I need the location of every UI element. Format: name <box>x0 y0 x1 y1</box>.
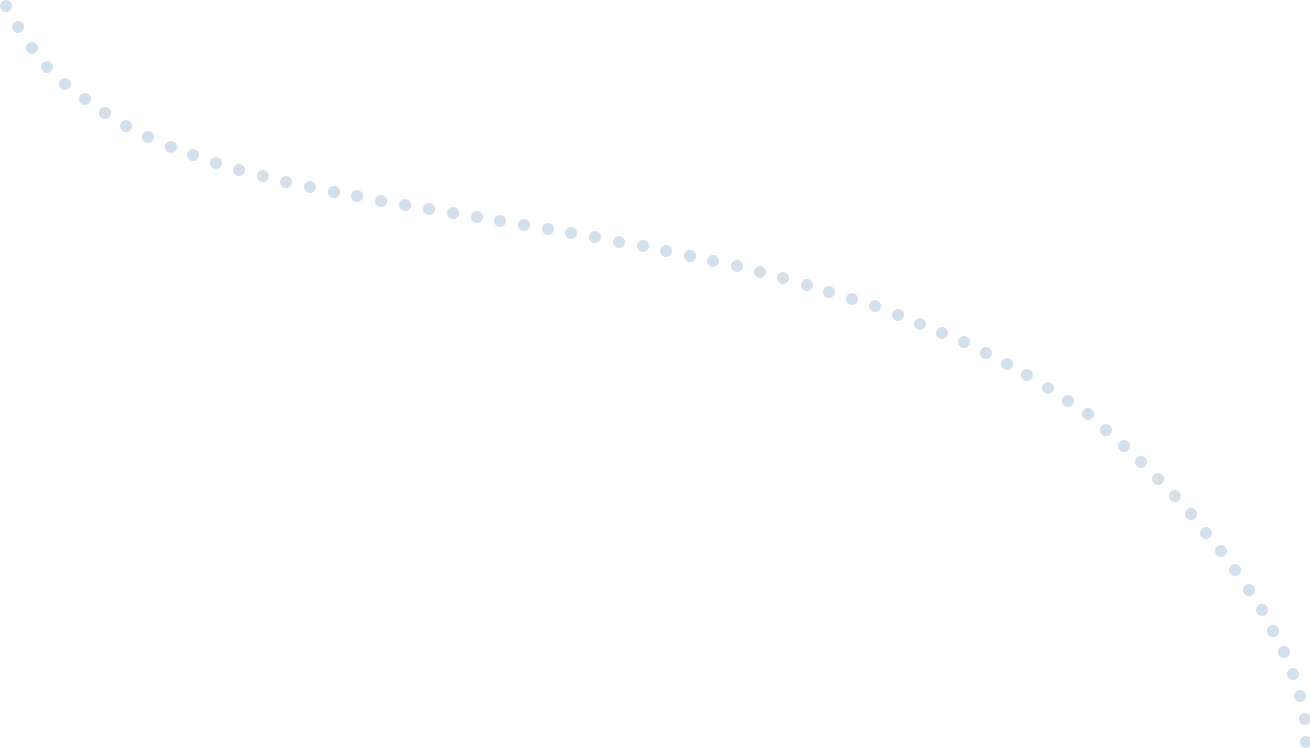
curve-dot <box>980 347 992 359</box>
curve-dot <box>165 141 177 153</box>
curve-dot <box>823 286 835 298</box>
curve-dot <box>0 0 12 12</box>
curve-dot <box>351 190 363 202</box>
curve-dot <box>731 260 743 272</box>
curve-dot <box>280 176 292 188</box>
curve-dot <box>589 231 601 243</box>
curve-dot <box>1243 584 1255 596</box>
curve-dot <box>471 211 483 223</box>
curve-dot <box>99 107 111 119</box>
curve-dot <box>41 61 53 73</box>
curve-dot <box>518 219 530 231</box>
curve-dot <box>869 300 881 312</box>
curve-dot <box>1021 369 1033 381</box>
curve-dot <box>1200 527 1212 539</box>
curve-dot <box>26 42 38 54</box>
curve-dot <box>447 207 459 219</box>
curve-dot <box>59 78 71 90</box>
curve-dot <box>399 199 411 211</box>
curve-dot <box>1135 456 1147 468</box>
curve-dot <box>79 93 91 105</box>
curve-dot <box>1229 564 1241 576</box>
curve-dot <box>233 164 245 176</box>
curve-dot <box>1185 508 1197 520</box>
curve-dot <box>423 203 435 215</box>
curve-dot <box>1100 424 1112 436</box>
curve-dot <box>613 236 625 248</box>
curve-dot <box>1287 668 1299 680</box>
curve-dot <box>1256 604 1268 616</box>
curve-dot <box>1169 490 1181 502</box>
curve-dot <box>142 131 154 143</box>
curve-dot <box>958 336 970 348</box>
curve-dot <box>1267 625 1279 637</box>
curve-dot <box>1300 736 1310 748</box>
curve-dot <box>892 309 904 321</box>
curve-dot <box>846 293 858 305</box>
curve-dot <box>801 279 813 291</box>
curve-dot <box>328 186 340 198</box>
curve-dot <box>12 21 24 33</box>
curve-dot <box>494 215 506 227</box>
curve-dot <box>777 272 789 284</box>
curve-dot <box>257 170 269 182</box>
curve-dot <box>542 223 554 235</box>
curve-dot <box>1082 408 1094 420</box>
curve-dot <box>304 181 316 193</box>
curve-dot <box>1299 713 1310 725</box>
curve-dot <box>375 195 387 207</box>
curve-dot <box>914 318 926 330</box>
curve-dot <box>637 240 649 252</box>
curve-dot <box>1001 358 1013 370</box>
curve-dot <box>707 255 719 267</box>
curve-dot <box>1152 473 1164 485</box>
curve-dot <box>1215 545 1227 557</box>
curve-dot <box>754 266 766 278</box>
curve-dot <box>660 245 672 257</box>
curve-dot <box>565 227 577 239</box>
curve-dot <box>936 327 948 339</box>
curve-dot <box>1278 646 1290 658</box>
curve-dot <box>684 250 696 262</box>
curve-dot <box>1042 382 1054 394</box>
curve-dot <box>1118 440 1130 452</box>
curve-dot <box>187 149 199 161</box>
curve-dot <box>1294 690 1306 702</box>
curve-dot <box>210 157 222 169</box>
curve-dot <box>120 120 132 132</box>
curve-dot <box>1062 395 1074 407</box>
